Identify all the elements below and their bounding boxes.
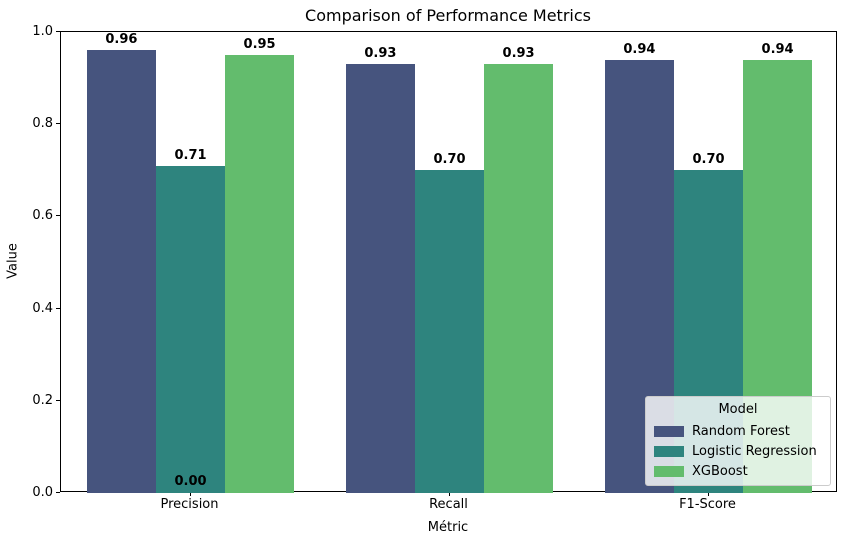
bar (345, 64, 415, 493)
bar (155, 165, 226, 493)
bar-value-label: 0.71 (174, 147, 207, 163)
bar (484, 64, 554, 493)
x-tick-mark (189, 492, 191, 496)
legend-item-label: Logistic Regression (692, 443, 817, 459)
bar (86, 50, 156, 493)
x-tick-label: Recall (429, 497, 468, 512)
legend-item: XGBoost (654, 461, 822, 481)
y-tick-label: 1.0 (32, 24, 53, 39)
legend-item-label: Random Forest (692, 423, 790, 439)
x-tick-mark (707, 492, 709, 496)
y-tick-mark (56, 399, 60, 401)
y-tick-mark (56, 215, 60, 217)
legend-item-label: XGBoost (692, 463, 748, 479)
plot-area: 0.96 0.93 0.94 0.71 0.70 0.70 0.95 0.93 0.94 0.00… (60, 31, 837, 493)
legend-title: Model (718, 402, 758, 417)
chart-title: Comparison of Performance Metrics (305, 6, 591, 25)
bar-value-label: 0.93 (364, 46, 397, 62)
x-tick-label: F1-Score (679, 497, 736, 512)
zero-value-annotation: 0.00 (174, 474, 207, 489)
y-tick-label: 0.8 (32, 116, 53, 132)
y-tick-mark (56, 492, 60, 493)
bar-value-label: 0.70 (692, 152, 725, 168)
legend-item: Random Forest (654, 421, 822, 441)
legend-swatch (654, 465, 684, 477)
legend-item: Logistic Regression (654, 441, 822, 461)
bar-value-label: 0.93 (502, 46, 535, 62)
bar-value-label: 0.70 (433, 152, 466, 168)
bar-value-label: 0.94 (761, 41, 794, 57)
y-tick-label: 0.2 (32, 392, 53, 408)
bar (414, 170, 485, 493)
y-tick-label: 0.4 (32, 300, 53, 316)
y-tick-label: 0.0 (32, 485, 53, 500)
y-tick-mark (56, 307, 60, 309)
bars-layer: 0.96 0.93 0.94 0.71 0.70 0.70 0.95 0.93 0.94 0.00 (61, 32, 836, 493)
bar (225, 55, 295, 493)
legend-swatch (654, 425, 684, 437)
bar-value-label: 0.95 (243, 37, 276, 53)
bar-value-label: 0.94 (623, 41, 656, 57)
y-tick-mark (56, 123, 60, 125)
legend-items: Random Forest Logistic Regression XGBoost (654, 421, 822, 481)
y-tick-mark (56, 31, 60, 32)
legend-swatch (654, 445, 684, 457)
x-tick-mark (448, 492, 450, 496)
y-tick-label: 0.6 (32, 208, 53, 224)
bar-value-label: 0.96 (105, 32, 138, 48)
x-axis-label: Métric (427, 520, 469, 535)
x-tick-label: Precision (160, 497, 219, 512)
legend: Model Random Forest Logistic Regression XG… (645, 396, 831, 486)
y-axis-label: Value (5, 243, 21, 279)
